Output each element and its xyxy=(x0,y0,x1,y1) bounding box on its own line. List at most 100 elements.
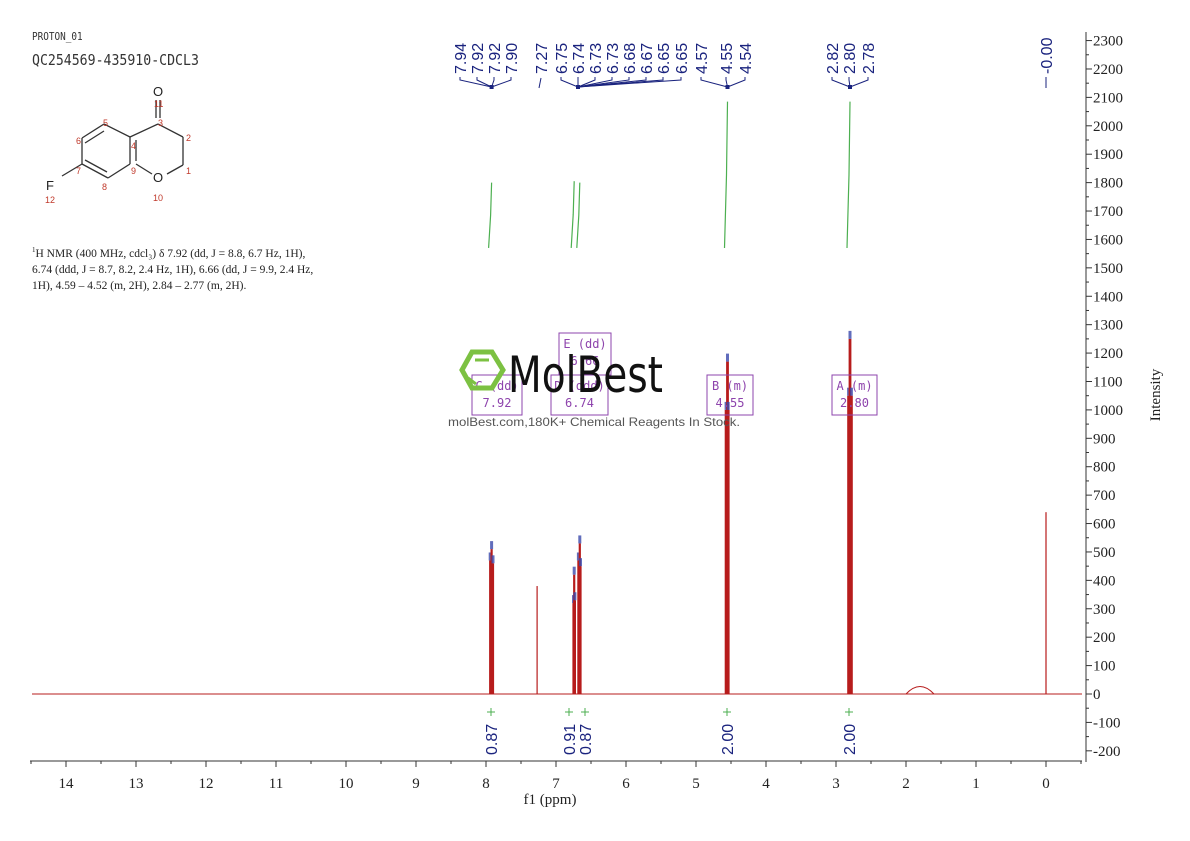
watermark: MolBest molBest.com,180K+ Chemical Reage… xyxy=(448,346,740,429)
integral-value-label: 2.00 xyxy=(720,724,737,755)
peak-shift-label: 4.57 xyxy=(694,43,711,74)
peak-shift-label: 7.92 xyxy=(487,43,504,74)
y-tick-label: 900 xyxy=(1093,431,1116,447)
nmr-description: 1H NMR (400 MHz, cdcl₃) δ 7.92 (dd, J = … xyxy=(32,246,314,292)
integral-value-label: 2.00 xyxy=(842,724,859,755)
y-tick-label: 1000 xyxy=(1093,403,1123,419)
svg-text:B (m): B (m) xyxy=(712,379,748,393)
multiplet-box-E: E (dd) 6.66 xyxy=(558,332,612,376)
y-tick-label: 300 xyxy=(1093,602,1116,618)
x-tick-label: 1 xyxy=(972,776,980,792)
y-tick-label: 1800 xyxy=(1093,176,1123,192)
x-tick-label: 3 xyxy=(832,776,840,792)
svg-text:6.74: 6.74 xyxy=(565,396,594,410)
multiplet-box-B: B (m) 4.55 xyxy=(706,374,754,416)
y-tick-label: 1400 xyxy=(1093,289,1123,305)
svg-text:3: 3 xyxy=(158,118,163,128)
svg-text:D (ddd): D (ddd) xyxy=(554,379,605,393)
peak-shift-label: 4.54 xyxy=(738,43,755,74)
peak-shift-label: 6.75 xyxy=(554,43,571,74)
y-tick-label: 100 xyxy=(1093,659,1116,675)
y-tick-label: 2000 xyxy=(1093,119,1123,135)
y-tick-label: -100 xyxy=(1093,715,1121,731)
x-tick-label: 8 xyxy=(482,776,490,792)
x-tick-label: 7 xyxy=(552,776,560,792)
peak-shift-label: 7.94 xyxy=(453,43,470,74)
svg-text:7.92: 7.92 xyxy=(483,396,512,410)
x-tick-label: 13 xyxy=(129,776,144,792)
multiplet-box-A: A (m) 2.80 xyxy=(831,374,878,416)
y-tick-label: 200 xyxy=(1093,630,1116,646)
x-axis xyxy=(30,760,1082,767)
x-tick-label: 0 xyxy=(1042,776,1050,792)
watermark-tagline: molBest.com,180K+ Chemical Reagents In S… xyxy=(448,415,740,429)
y-tick-label: 1100 xyxy=(1093,374,1122,390)
y-tick-label: 500 xyxy=(1093,545,1116,561)
x-axis-title: f1 (ppm) xyxy=(524,792,577,808)
peak-shift-label: 2.78 xyxy=(861,43,878,74)
integral-labels: 0.87 0.91 0.87 2.00 2.00 xyxy=(484,708,859,755)
y-tick-label: 1300 xyxy=(1093,318,1123,334)
peak-shift-label: 6.73 xyxy=(588,43,605,74)
y-tick-label: 1900 xyxy=(1093,147,1123,163)
y-tick-label: 700 xyxy=(1093,488,1116,504)
svg-text:6: 6 xyxy=(76,136,81,146)
x-tick-label: 2 xyxy=(902,776,910,792)
peak-shift-label: 6.73 xyxy=(605,43,622,74)
multiplet-box-D: D (ddd) 6.74 xyxy=(550,374,609,416)
x-tick-label: 10 xyxy=(339,776,354,792)
svg-text:12: 12 xyxy=(45,195,55,205)
y-tick-label: 600 xyxy=(1093,517,1116,533)
x-tick-label: 6 xyxy=(622,776,630,792)
svg-text:4: 4 xyxy=(131,141,136,151)
peak-labels: 7.94 7.92 7.92 7.90 7.27 6.75 6.74 6.73 6.73 6.68… xyxy=(453,37,1056,74)
atom-O-carbonyl: O xyxy=(153,84,163,99)
y-tick-label: 2200 xyxy=(1093,62,1123,78)
y-tick-label: 1700 xyxy=(1093,204,1123,220)
svg-text:1: 1 xyxy=(186,166,191,176)
x-tick-label: 12 xyxy=(199,776,214,792)
integral-value-label: 0.87 xyxy=(578,724,595,755)
svg-text:6.66: 6.66 xyxy=(571,354,600,368)
peak-shift-label: 7.27 xyxy=(534,43,551,74)
peak-shift-label: 6.65 xyxy=(656,43,673,74)
y-axis-title: Intensity xyxy=(1148,368,1164,421)
peak-shift-label: 6.67 xyxy=(639,43,656,74)
x-tick-label: 14 xyxy=(59,776,75,792)
svg-text:7: 7 xyxy=(76,166,81,176)
spectrum-peaks xyxy=(488,330,1047,695)
sample-id-label: QC254569-435910-CDCL3 xyxy=(32,51,199,69)
x-axis-labels: 14 13 12 11 10 9 8 7 6 5 4 3 2 1 0 xyxy=(59,776,1050,792)
y-tick-label: 2100 xyxy=(1093,90,1123,106)
y-tick-label: 1200 xyxy=(1093,346,1123,362)
atom-O-ring: O xyxy=(153,170,163,185)
peak-shift-label: 6.74 xyxy=(571,43,588,74)
peak-shift-label: 2.80 xyxy=(842,43,859,74)
x-tick-label: 5 xyxy=(692,776,700,792)
y-tick-label: 0 xyxy=(1093,687,1101,703)
y-tick-label: 400 xyxy=(1093,573,1116,589)
integral-curves xyxy=(488,101,851,248)
peak-shift-label: 7.90 xyxy=(504,43,521,74)
svg-text:5: 5 xyxy=(103,118,108,128)
svg-text:4.55: 4.55 xyxy=(716,396,745,410)
svg-text:8: 8 xyxy=(102,182,107,192)
y-tick-label: 1600 xyxy=(1093,232,1123,248)
x-tick-label: 11 xyxy=(269,776,283,792)
integral-value-label: 0.87 xyxy=(484,724,501,755)
x-tick-label: 9 xyxy=(412,776,420,792)
peak-shift-label: 2.82 xyxy=(825,43,842,74)
y-tick-label: -200 xyxy=(1093,744,1121,760)
y-tick-label: 800 xyxy=(1093,460,1116,476)
y-axis-labels: 2300220021002000190018001700160015001400… xyxy=(1093,34,1123,760)
y-tick-label: 1500 xyxy=(1093,261,1123,277)
atom-F: F xyxy=(46,178,54,193)
peak-shift-label: -0.00 xyxy=(1039,37,1056,74)
svg-text:A (m): A (m) xyxy=(836,379,872,393)
peak-shift-label: 7.92 xyxy=(470,43,487,74)
molbest-logo-icon xyxy=(459,349,506,391)
integral-value-label: 0.91 xyxy=(562,724,579,755)
watermark-brand: MolBest xyxy=(508,346,663,404)
